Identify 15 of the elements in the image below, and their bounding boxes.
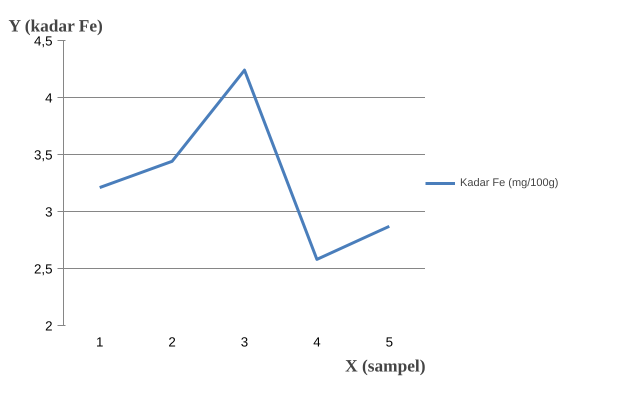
line-series [98,68,391,261]
legend-label: Kadar Fe (mg/100g) [460,176,558,188]
y-axis-title: Y (kadar Fe) [8,16,104,36]
x-tick-label: 4 [313,334,322,350]
y-tick-label: 2,5 [34,262,53,276]
y-tick-label: 4,5 [34,34,53,48]
y-tick-label: 3,5 [34,148,53,162]
y-tick-label: 4 [45,90,54,106]
y-tick-label: 3 [45,204,53,220]
x-tick-label: 1 [96,334,104,350]
x-tick-label: 2 [168,334,176,350]
x-axis-title: X (sampel) [345,356,426,376]
x-tick-label: 5 [386,334,394,350]
y-tick-label: 2 [45,318,53,334]
x-tick-label: 3 [240,334,248,350]
